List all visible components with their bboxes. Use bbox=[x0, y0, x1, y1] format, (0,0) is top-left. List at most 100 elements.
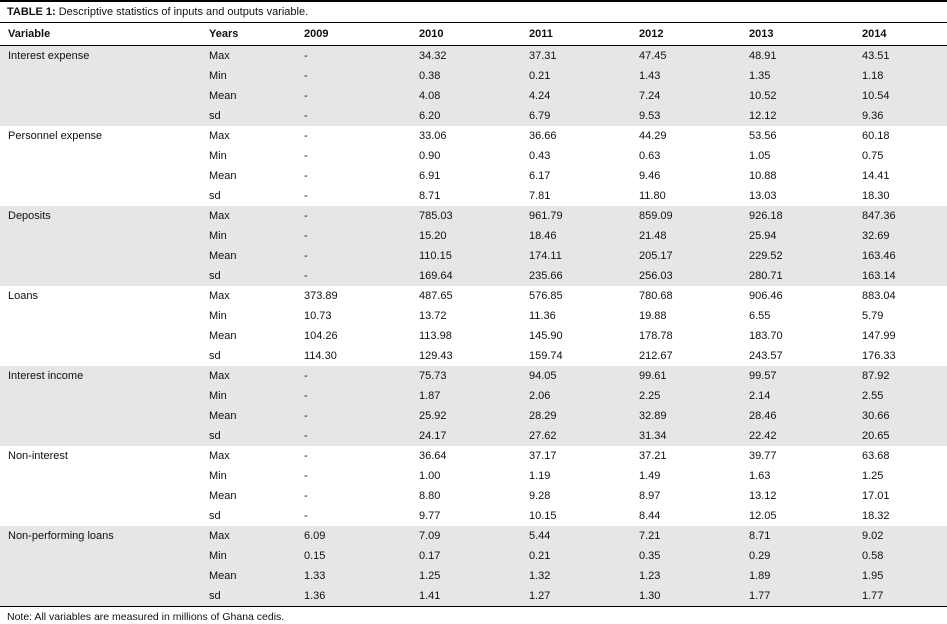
value-cell: 280.71 bbox=[749, 270, 783, 282]
stat-cell: Max bbox=[209, 290, 230, 302]
value-cell: 1.36 bbox=[304, 590, 326, 602]
stat-cell: Mean bbox=[209, 490, 237, 502]
stat-cell: sd bbox=[209, 190, 221, 202]
value-cell: 24.17 bbox=[419, 430, 447, 442]
value-cell: 1.95 bbox=[862, 570, 884, 582]
value-cell: 30.66 bbox=[862, 410, 890, 422]
value-cell: 9.02 bbox=[862, 530, 884, 542]
value-cell: 7.21 bbox=[639, 530, 661, 542]
stat-cell: Min bbox=[209, 310, 227, 322]
column-header-2013: 2013 bbox=[747, 23, 860, 46]
value-cell: - bbox=[304, 70, 308, 82]
value-cell: 7.81 bbox=[529, 190, 551, 202]
value-cell: 8.97 bbox=[639, 490, 661, 502]
variable-cell bbox=[0, 546, 207, 566]
value-cell: 147.99 bbox=[862, 330, 896, 342]
value-cell: - bbox=[304, 110, 308, 122]
value-cell: 1.23 bbox=[639, 570, 661, 582]
value-cell: 44.29 bbox=[639, 130, 667, 142]
variable-cell bbox=[0, 166, 207, 186]
value-cell: 4.24 bbox=[529, 90, 551, 102]
value-cell: 235.66 bbox=[529, 270, 563, 282]
variable-cell bbox=[0, 266, 207, 286]
value-cell: 37.31 bbox=[529, 50, 557, 62]
table-row: Personnel expense Max - 33.06 36.66 44.29 53.5… bbox=[0, 126, 947, 146]
value-cell: 9.53 bbox=[639, 110, 661, 122]
column-header-2011: 2011 bbox=[527, 23, 637, 46]
value-cell: 18.30 bbox=[862, 190, 890, 202]
value-cell: - bbox=[304, 390, 308, 402]
value-cell: 0.58 bbox=[862, 550, 884, 562]
table-row: Mean 1.33 1.25 1.32 1.23 1.89 1.95 bbox=[0, 566, 947, 586]
table-row: Non-interest Max - 36.64 37.17 37.21 39.77 63.6… bbox=[0, 446, 947, 466]
value-cell: 174.11 bbox=[529, 250, 562, 262]
table-row: Min 0.15 0.17 0.21 0.35 0.29 0.58 bbox=[0, 546, 947, 566]
variable-cell bbox=[0, 406, 207, 426]
value-cell: 10.54 bbox=[862, 90, 890, 102]
value-cell: 6.79 bbox=[529, 110, 551, 122]
value-cell: 785.03 bbox=[419, 210, 453, 222]
value-cell: 6.20 bbox=[419, 110, 441, 122]
stat-cell: Max bbox=[209, 130, 230, 142]
value-cell: 926.18 bbox=[749, 210, 783, 222]
value-cell: 0.43 bbox=[529, 150, 551, 162]
value-cell: 169.64 bbox=[419, 270, 453, 282]
stat-cell: Max bbox=[209, 530, 230, 542]
variable-cell bbox=[0, 506, 207, 526]
variable-cell bbox=[0, 386, 207, 406]
value-cell: 32.89 bbox=[639, 410, 667, 422]
value-cell: 8.80 bbox=[419, 490, 441, 502]
table-title-label: TABLE 1: bbox=[7, 6, 56, 18]
value-cell: 0.29 bbox=[749, 550, 771, 562]
value-cell: 183.70 bbox=[749, 330, 783, 342]
value-cell: 176.33 bbox=[862, 350, 896, 362]
table-row: Mean - 6.91 6.17 9.46 10.88 14.41 bbox=[0, 166, 947, 186]
variable-cell: Personnel expense bbox=[8, 130, 103, 142]
table-row: Min - 0.38 0.21 1.43 1.35 1.18 bbox=[0, 66, 947, 86]
value-cell: 163.46 bbox=[862, 250, 896, 262]
value-cell: 94.05 bbox=[529, 370, 557, 382]
value-cell: - bbox=[304, 410, 308, 422]
value-cell: 9.46 bbox=[639, 170, 661, 182]
value-cell: 229.52 bbox=[749, 250, 783, 262]
stat-cell: sd bbox=[209, 590, 221, 602]
value-cell: - bbox=[304, 470, 308, 482]
header-row: Variable Years 2009 2010 2011 2012 2013 2014 bbox=[0, 23, 947, 46]
value-cell: 1.49 bbox=[639, 470, 661, 482]
table-row: Min - 1.87 2.06 2.25 2.14 2.55 bbox=[0, 386, 947, 406]
column-header-2012: 2012 bbox=[637, 23, 747, 46]
variable-cell: Deposits bbox=[8, 210, 51, 222]
value-cell: 0.38 bbox=[419, 70, 441, 82]
stat-cell: Max bbox=[209, 450, 230, 462]
value-cell: 6.55 bbox=[749, 310, 771, 322]
variable-cell bbox=[0, 226, 207, 246]
variable-cell bbox=[0, 86, 207, 106]
value-cell: 0.15 bbox=[304, 550, 326, 562]
value-cell: 1.63 bbox=[749, 470, 771, 482]
stat-cell: Min bbox=[209, 230, 227, 242]
value-cell: - bbox=[304, 190, 308, 202]
value-cell: 6.91 bbox=[419, 170, 441, 182]
value-cell: 1.19 bbox=[529, 470, 551, 482]
stat-cell: Mean bbox=[209, 570, 237, 582]
value-cell: 1.77 bbox=[862, 590, 884, 602]
table-row: Mean - 8.80 9.28 8.97 13.12 17.01 bbox=[0, 486, 947, 506]
variable-cell: Interest expense bbox=[8, 50, 90, 62]
table-row: sd - 6.20 6.79 9.53 12.12 9.36 bbox=[0, 106, 947, 126]
variable-cell bbox=[0, 66, 207, 86]
value-cell: 1.33 bbox=[304, 570, 326, 582]
value-cell: - bbox=[304, 250, 308, 262]
value-cell: 1.05 bbox=[749, 150, 771, 162]
variable-cell: Non-interest bbox=[8, 450, 68, 462]
value-cell: 15.20 bbox=[419, 230, 447, 242]
value-cell: 1.32 bbox=[529, 570, 551, 582]
value-cell: 10.88 bbox=[749, 170, 777, 182]
value-cell: 39.77 bbox=[749, 450, 777, 462]
value-cell: 27.62 bbox=[529, 430, 557, 442]
table-row: Mean 104.26 113.98 145.90 178.78 183.70 147.99 bbox=[0, 326, 947, 346]
value-cell: 576.85 bbox=[529, 290, 563, 302]
variable-cell bbox=[0, 246, 207, 266]
stat-cell: Min bbox=[209, 70, 227, 82]
column-header-2009: 2009 bbox=[302, 23, 417, 46]
